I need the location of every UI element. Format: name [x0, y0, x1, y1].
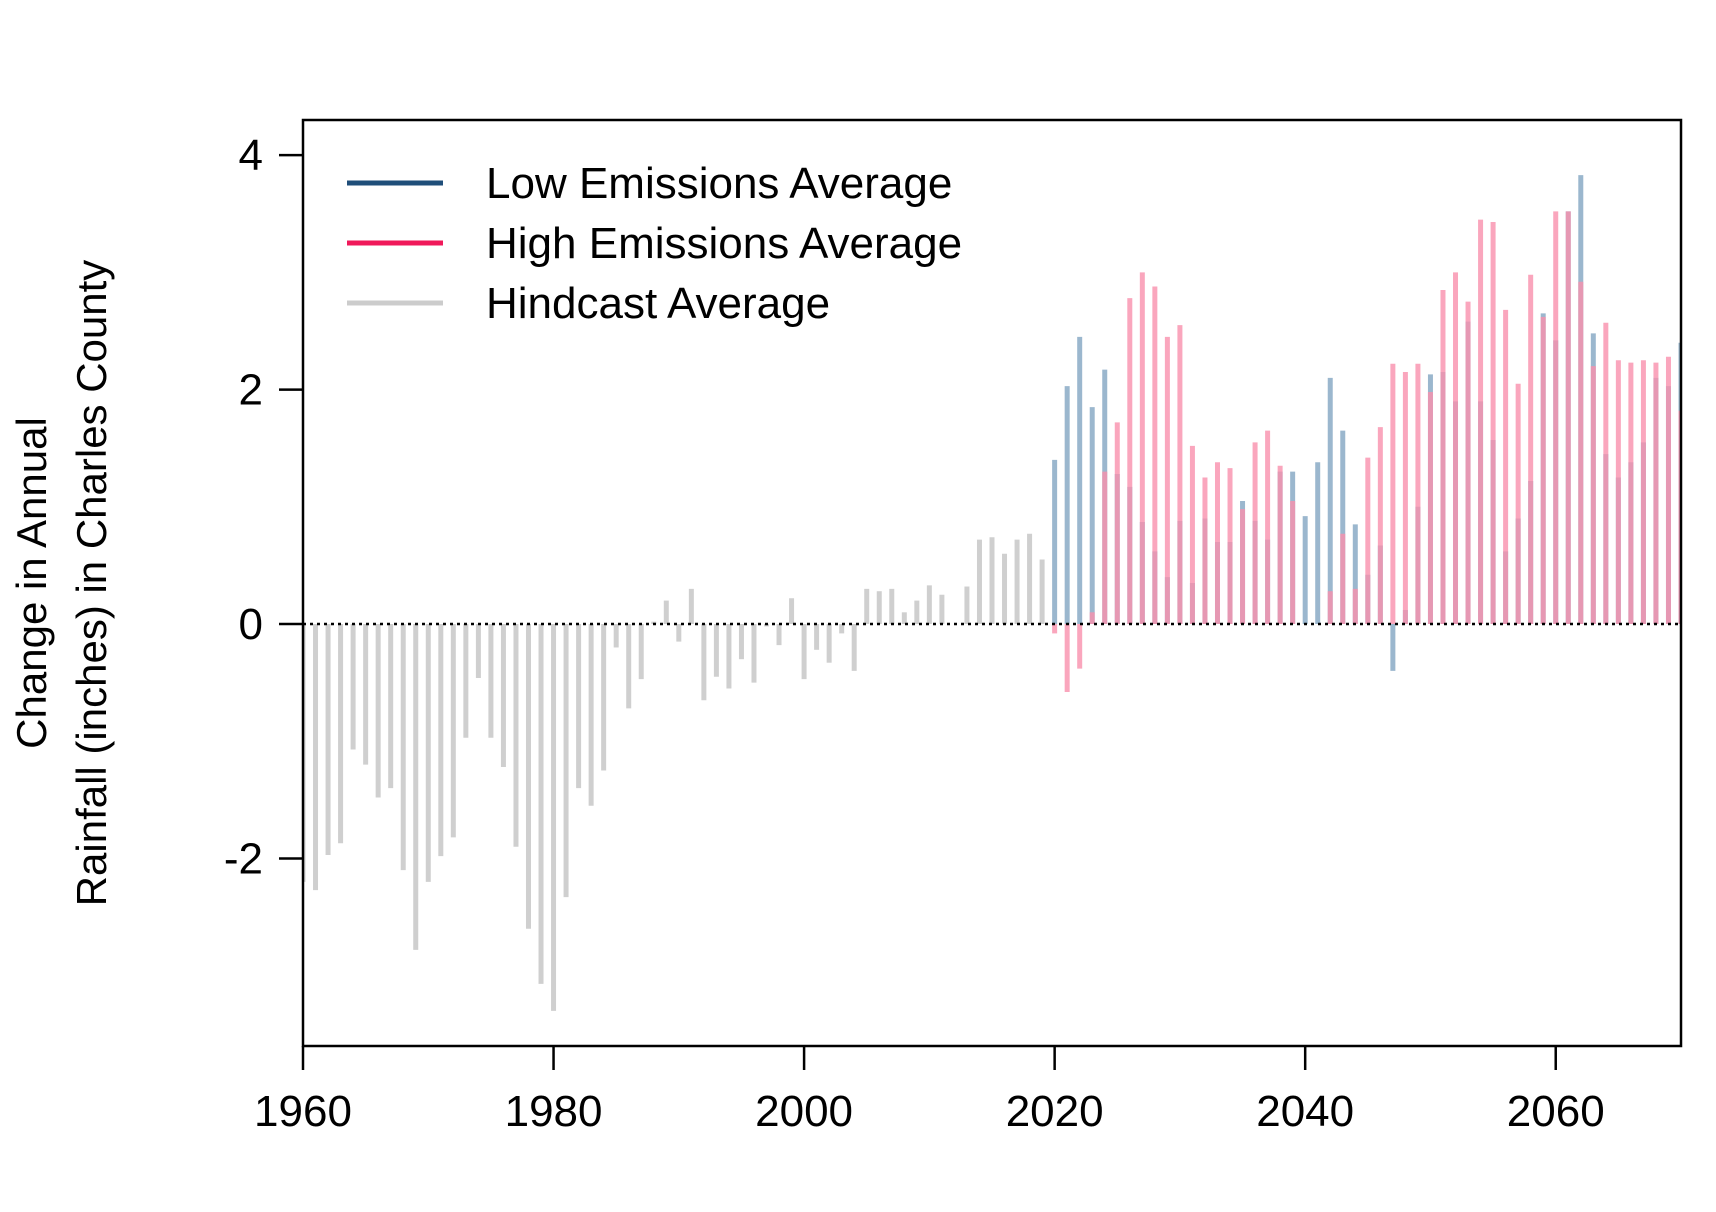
bars-layer [303, 175, 1681, 1011]
x-tick-label-2000: 2000 [755, 1087, 853, 1136]
plot-area-frame [301, 118, 1683, 1048]
x-tick-label-2020: 2020 [1006, 1087, 1104, 1136]
y-axis-title-line-1: Change in Annual [8, 417, 55, 749]
x-tick-label-2060: 2060 [1507, 1087, 1605, 1136]
y-tick-label-4: 4 [239, 131, 263, 180]
legend: Low Emissions Average High Emissions Aver… [347, 159, 962, 328]
legend-label-high: High Emissions Average [486, 219, 962, 268]
axes-layer: 1960 1980 2000 2020 2040 2060 -2 0 2 4 [224, 131, 1605, 1136]
x-tick-label-1980: 1980 [505, 1087, 603, 1136]
y-axis-title-line-2: Rainfall (inches) in Charles County [68, 260, 115, 907]
legend-label-low: Low Emissions Average [486, 159, 952, 208]
y-tick-label--2: -2 [224, 834, 263, 883]
y-tick-label-0: 0 [239, 600, 263, 649]
y-tick-label-2: 2 [239, 366, 263, 415]
x-tick-label-1960: 1960 [254, 1087, 352, 1136]
x-tick-label-2040: 2040 [1256, 1087, 1354, 1136]
legend-label-hindcast: Hindcast Average [486, 279, 830, 328]
